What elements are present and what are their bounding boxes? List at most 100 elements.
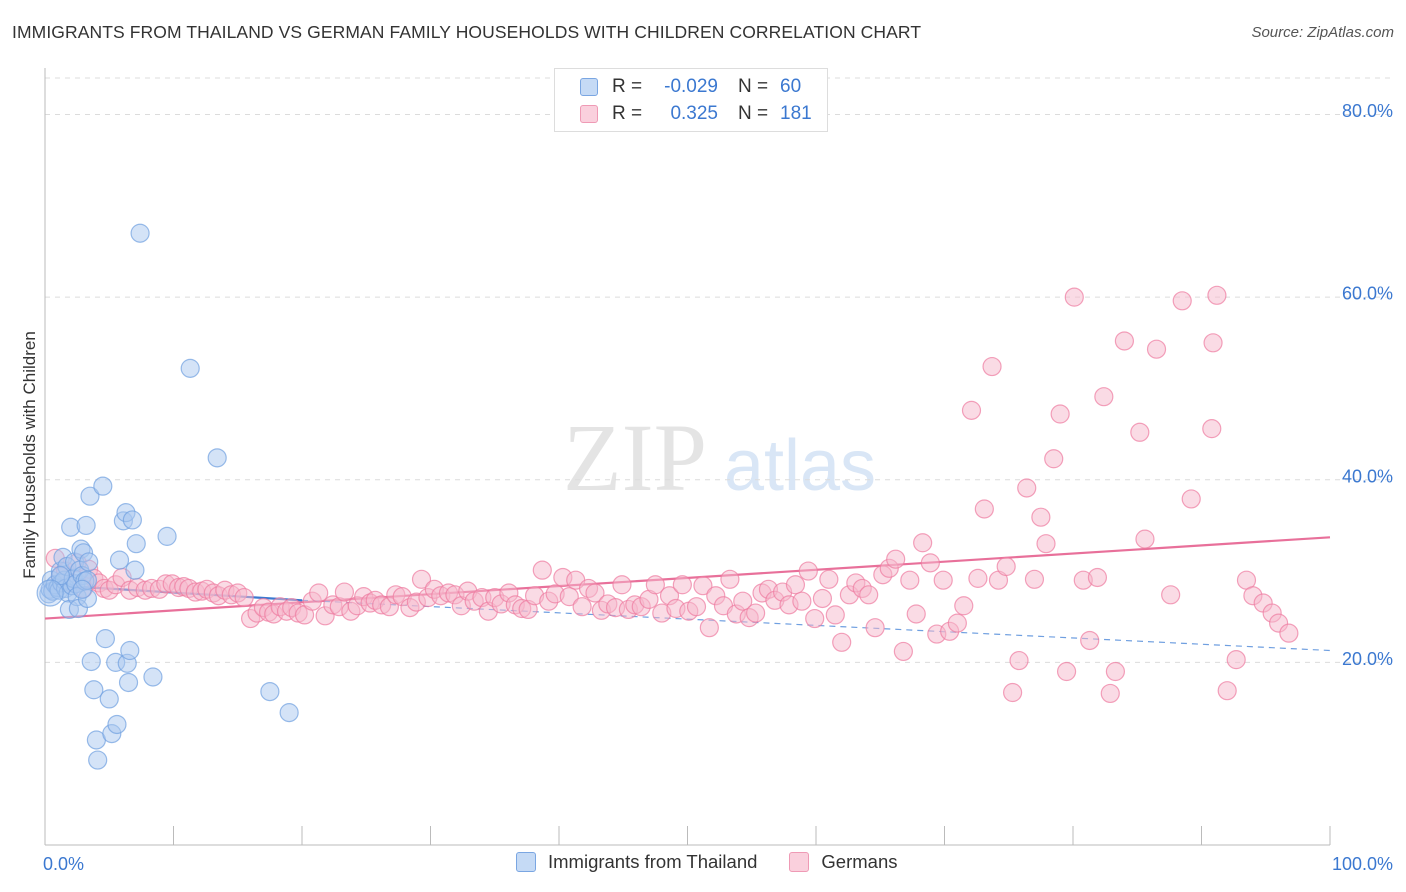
germans-point [1217,681,1237,701]
germans-point [1100,683,1120,704]
thailand-point [88,750,108,770]
thailand-point [126,534,146,554]
y-tick-label: 20.0% [1342,649,1393,669]
germans-point [672,575,692,595]
chart-title: IMMIGRANTS FROM THAILAND VS GERMAN FAMIL… [12,22,922,42]
germans-point [913,533,933,553]
germans-point [532,560,552,580]
germans-point [1080,630,1100,651]
thailand-point [122,510,142,530]
germans-point [720,569,740,589]
germans-point [1094,387,1114,407]
y-axis-label: Family Households with Children [20,331,39,579]
germans-point [805,608,825,629]
germans-point [309,583,329,603]
thailand-point [107,714,127,735]
germans-point [1172,291,1192,311]
germans-point [832,632,852,652]
series-legend-germans[interactable]: Germans [789,851,897,873]
germans-point [1064,287,1084,307]
germans-point [411,569,432,589]
thailand-point [99,689,119,709]
x-tick-label: 100.0% [1332,854,1393,874]
germans-point [920,553,940,573]
gridlines [45,77,1392,663]
germans-point [585,583,605,603]
germans-point [812,588,833,609]
legend-n-label: N = [738,76,769,97]
germans-point [1146,339,1167,359]
legend-r-value: 0.325 [670,103,718,124]
germans-point [1105,661,1126,682]
x-tick-label: 0.0% [43,854,84,874]
germans-point [893,641,913,662]
germans-point [693,576,713,596]
legend-r-label: R = [612,103,643,124]
thailand-point [80,486,100,506]
germans-point [699,618,719,638]
series-label-thailand: Immigrants from Thailand [548,851,758,872]
germans-point [1087,567,1108,588]
germans-point [733,591,753,611]
germans-point [572,597,592,617]
germans-point [954,596,974,616]
germans-point [961,400,982,420]
legend-n-value: 181 [780,103,812,124]
series-legend-thailand[interactable]: Immigrants from Thailand [516,851,757,873]
series-swatch-germans [789,852,810,872]
legend-swatch-germans [580,105,598,123]
germans-point [792,591,812,611]
correlation-legend: R = -0.029 N = 60 R = 0.325 N = 181 [554,68,828,132]
germans-point [334,582,355,602]
germans-point [234,587,254,608]
germans-point [785,575,806,595]
germans-point [1130,422,1150,442]
germans-point [1009,650,1029,671]
thailand-point [143,667,163,687]
thailand-point [109,550,130,570]
thailand-point [279,703,299,723]
data-points [36,223,1299,770]
germans-point [1161,585,1181,605]
germans-point [798,561,818,581]
thailand-point [130,223,150,243]
germans-point [1036,534,1056,554]
series-legend: Immigrants from Thailand Germans [516,851,929,873]
thailand-point [84,680,104,700]
thailand-point [36,579,64,607]
thailand-point [79,552,99,572]
germans-point [686,597,707,617]
y-tick-label: 60.0% [1342,284,1393,304]
germans-point [612,575,632,595]
thailand-point [125,560,145,580]
germans-point [996,556,1016,577]
thailand-point [72,579,92,599]
legend-swatch-thailand [580,78,598,96]
thailand-point [180,358,200,378]
legend-r-value: -0.029 [664,76,718,97]
germans-point [859,585,879,605]
germans-point [825,605,845,625]
germans-point [1202,419,1222,439]
series-label-germans: Germans [821,851,898,872]
germans-point [968,568,988,588]
germans-point [1207,285,1227,305]
thailand-point [95,629,115,649]
germans-point [1017,478,1037,498]
germans-point [900,570,920,590]
germans-point [947,613,967,633]
germans-point [1031,507,1051,527]
germans-point [645,575,665,595]
watermark-atlas: atlas [724,426,876,506]
legend-row-thailand: R = -0.029 N = 60 [555,74,801,100]
thailand-point [207,448,227,468]
axes [44,68,1331,846]
germans-point [559,587,579,607]
legend-row-germans: R = 0.325 N = 181 [555,101,812,127]
source-label: Source: ZipAtlas.com [1251,24,1394,41]
watermark-zip: ZIP [563,404,707,511]
germans-point [982,356,1002,377]
thailand-point [118,672,139,693]
germans-point [1226,650,1246,670]
